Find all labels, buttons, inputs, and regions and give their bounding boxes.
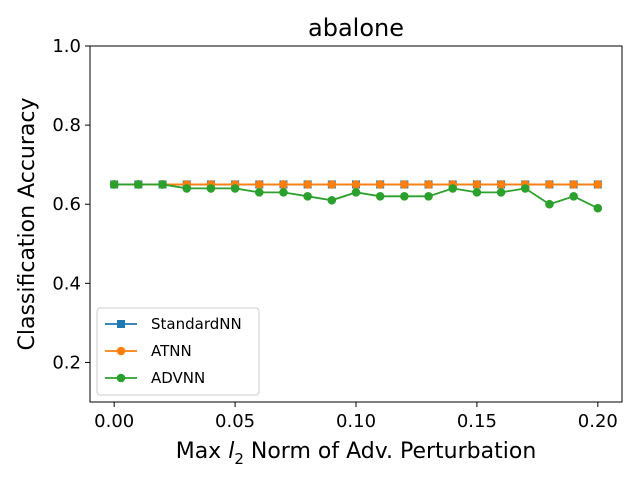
y-tick-label: 0.6 <box>52 194 81 215</box>
data-point-advnn <box>327 195 337 205</box>
data-point-atnn <box>375 180 385 189</box>
y-axis-label: Classification Accuracy <box>15 98 40 351</box>
data-point-atnn <box>254 180 264 189</box>
x-axis-label: Max l2 Norm of Adv. Perturbation <box>176 439 537 468</box>
data-point-atnn <box>424 180 433 189</box>
chart-title: abalone <box>308 14 404 42</box>
y-tick-label: 0.4 <box>52 273 81 294</box>
legend-label: StandardNN <box>151 315 242 333</box>
y-tick-label: 1.0 <box>52 36 81 57</box>
data-point-advnn <box>520 184 530 193</box>
data-point-advnn <box>593 203 603 213</box>
y-tick-label: 0.8 <box>52 115 81 136</box>
legend-marker <box>116 346 126 356</box>
data-point-advnn <box>134 180 143 189</box>
data-point-advnn <box>206 184 216 193</box>
data-point-advnn <box>158 180 167 189</box>
legend-marker <box>116 373 126 383</box>
data-point-advnn <box>279 188 288 197</box>
y-tick-label: 0.2 <box>52 352 81 373</box>
data-point-atnn <box>496 180 506 189</box>
data-point-atnn <box>569 180 578 189</box>
x-tick-label: 0.05 <box>215 411 255 432</box>
data-point-atnn <box>593 180 603 189</box>
data-point-advnn <box>496 188 506 197</box>
data-point-advnn <box>400 192 409 201</box>
legend: StandardNN ATNN ADVNN <box>96 307 260 396</box>
x-tick-label: 0.15 <box>457 411 497 432</box>
plot-marks <box>109 180 603 213</box>
x-tick-label: 0.20 <box>578 411 618 432</box>
data-point-atnn <box>303 180 312 189</box>
x-axis: 0.00 0.05 0.10 0.15 0.20 <box>94 402 618 432</box>
data-point-advnn <box>254 188 264 197</box>
data-point-atnn <box>279 180 288 189</box>
data-point-advnn <box>375 192 385 201</box>
data-point-advnn <box>182 184 192 193</box>
data-point-advnn <box>424 192 433 201</box>
data-point-advnn <box>109 180 119 189</box>
data-point-advnn <box>303 192 312 201</box>
data-point-atnn <box>472 180 482 189</box>
x-tick-label: 0.10 <box>336 411 376 432</box>
data-point-advnn <box>472 188 482 197</box>
data-point-atnn <box>327 180 337 189</box>
legend-marker <box>117 320 125 328</box>
data-point-atnn <box>351 180 361 189</box>
data-point-advnn <box>569 192 578 201</box>
data-point-advnn <box>545 199 554 209</box>
data-point-atnn <box>545 180 554 189</box>
x-tick-label: 0.00 <box>94 411 134 432</box>
data-point-atnn <box>400 180 409 189</box>
data-point-advnn <box>448 184 458 193</box>
data-point-advnn <box>230 184 240 193</box>
legend-label: ADVNN <box>151 369 205 387</box>
legend-label: ATNN <box>151 342 192 360</box>
y-axis: 0.2 0.4 0.6 0.8 1.0 <box>52 36 90 373</box>
legend-box <box>96 307 260 396</box>
data-point-advnn <box>351 188 361 197</box>
